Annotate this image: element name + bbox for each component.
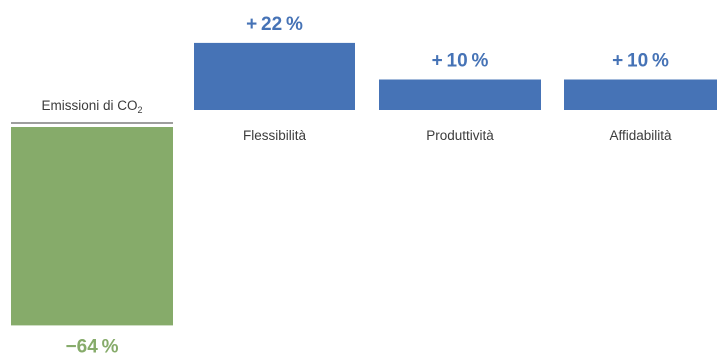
- bar-co2-emissions: [11, 127, 173, 326]
- bar-productivity: [379, 79, 541, 110]
- bar-flexibility: [194, 42, 355, 110]
- category-label-productivity: Produttività: [426, 128, 494, 143]
- bar-reliability: [564, 79, 717, 110]
- subscript-label: 2: [138, 105, 143, 115]
- value-label-co2-emissions: −64 %: [66, 336, 119, 357]
- category-label-co2-emissions: Emissioni di CO2: [41, 98, 142, 115]
- value-label-reliability: + 10 %: [612, 51, 669, 72]
- value-label-flexibility: + 22 %: [246, 14, 303, 35]
- value-label-productivity: + 10 %: [432, 51, 489, 72]
- category-label-flexibility: Flessibilità: [243, 128, 307, 143]
- category-label-text: Emissioni di CO: [41, 98, 137, 113]
- category-label-reliability: Affidabilità: [609, 128, 672, 143]
